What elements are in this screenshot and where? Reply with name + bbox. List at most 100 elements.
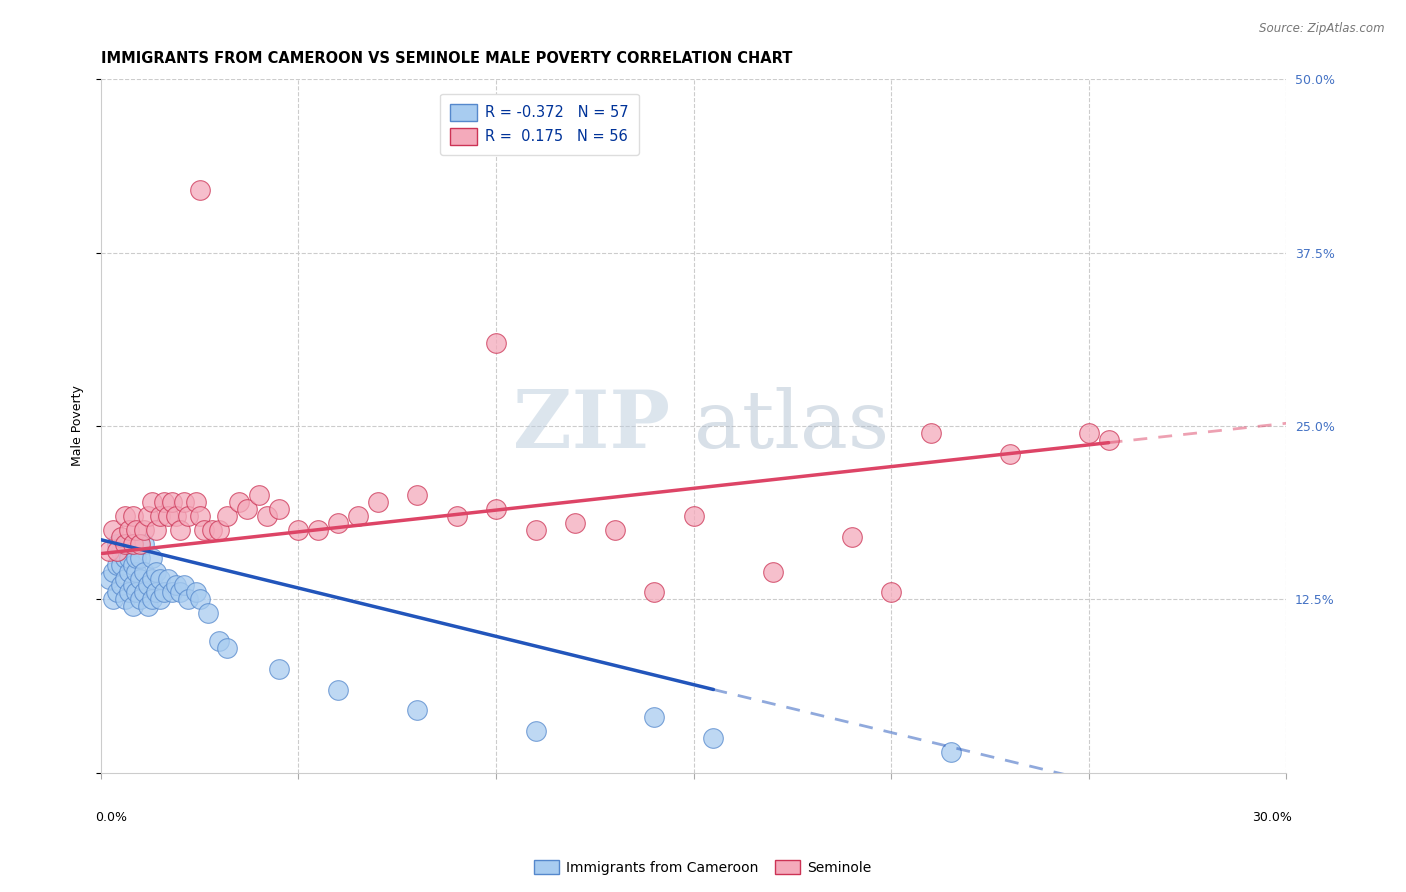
Text: 30.0%: 30.0% [1253, 811, 1292, 824]
Point [110, 530, 132, 544]
Point [149, 509, 172, 524]
Point [149, 592, 172, 607]
Point [367, 495, 389, 509]
Point [121, 537, 143, 551]
Point [134, 523, 156, 537]
Point [406, 703, 429, 717]
Point [153, 585, 176, 599]
Point [267, 502, 290, 516]
Point [157, 572, 180, 586]
Point [157, 509, 180, 524]
Point [134, 537, 156, 551]
Point [114, 572, 136, 586]
Point [117, 565, 139, 579]
Point [121, 537, 143, 551]
Point [173, 578, 195, 592]
Point [184, 585, 207, 599]
Point [121, 578, 143, 592]
Point [165, 509, 187, 524]
Point [136, 578, 159, 592]
Point [110, 544, 132, 558]
Point [1077, 425, 1099, 440]
Point [160, 585, 183, 599]
Point [160, 495, 183, 509]
Point [524, 724, 547, 739]
Point [184, 495, 207, 509]
Point [105, 585, 128, 599]
Point [880, 585, 903, 599]
Point [129, 592, 152, 607]
Point [121, 599, 143, 614]
Point [173, 495, 195, 509]
Point [165, 578, 187, 592]
Point [141, 592, 163, 607]
Point [643, 710, 665, 724]
Point [145, 523, 167, 537]
Point [247, 488, 270, 502]
Point [97, 544, 120, 558]
Point [141, 495, 163, 509]
Point [105, 558, 128, 572]
Point [208, 634, 231, 648]
Text: 0.0%: 0.0% [96, 811, 127, 824]
Point [169, 585, 191, 599]
Legend: Immigrants from Cameroon, Seminole: Immigrants from Cameroon, Seminole [529, 855, 877, 880]
Point [193, 523, 215, 537]
Point [485, 502, 508, 516]
Point [101, 523, 124, 537]
Point [177, 592, 200, 607]
Point [110, 578, 132, 592]
Point [188, 592, 211, 607]
Point [177, 509, 200, 524]
Text: atlas: atlas [693, 387, 889, 465]
Point [406, 488, 429, 502]
Point [188, 509, 211, 524]
Point [307, 523, 329, 537]
Text: ZIP: ZIP [513, 387, 669, 465]
Point [485, 335, 508, 350]
Point [267, 662, 290, 676]
Point [114, 537, 136, 551]
Point [326, 516, 349, 530]
Point [136, 509, 159, 524]
Text: Source: ZipAtlas.com: Source: ZipAtlas.com [1260, 22, 1385, 36]
Text: IMMIGRANTS FROM CAMEROON VS SEMINOLE MALE POVERTY CORRELATION CHART: IMMIGRANTS FROM CAMEROON VS SEMINOLE MAL… [101, 51, 793, 66]
Point [326, 682, 349, 697]
Point [287, 523, 309, 537]
Point [939, 745, 962, 759]
Point [105, 537, 128, 551]
Point [134, 565, 156, 579]
Point [141, 550, 163, 565]
Point [446, 509, 468, 524]
Legend: R = -0.372   N = 57, R =  0.175   N = 56: R = -0.372 N = 57, R = 0.175 N = 56 [440, 94, 640, 155]
Point [762, 565, 785, 579]
Point [643, 585, 665, 599]
Point [702, 731, 724, 745]
Point [101, 565, 124, 579]
Point [117, 537, 139, 551]
Point [125, 523, 148, 537]
Point [129, 572, 152, 586]
Point [920, 425, 942, 440]
Point [228, 495, 250, 509]
Point [134, 585, 156, 599]
Point [121, 509, 143, 524]
Point [236, 502, 259, 516]
Point [682, 509, 704, 524]
Point [1097, 433, 1119, 447]
Point [129, 550, 152, 565]
Point [125, 585, 148, 599]
Point [149, 572, 172, 586]
Y-axis label: Male Poverty: Male Poverty [72, 385, 84, 467]
Point [121, 558, 143, 572]
Point [101, 592, 124, 607]
Point [117, 523, 139, 537]
Point [117, 585, 139, 599]
Point [200, 523, 222, 537]
Point [114, 509, 136, 524]
Point [97, 572, 120, 586]
Point [346, 509, 368, 524]
Point [524, 523, 547, 537]
Point [145, 585, 167, 599]
Point [105, 544, 128, 558]
